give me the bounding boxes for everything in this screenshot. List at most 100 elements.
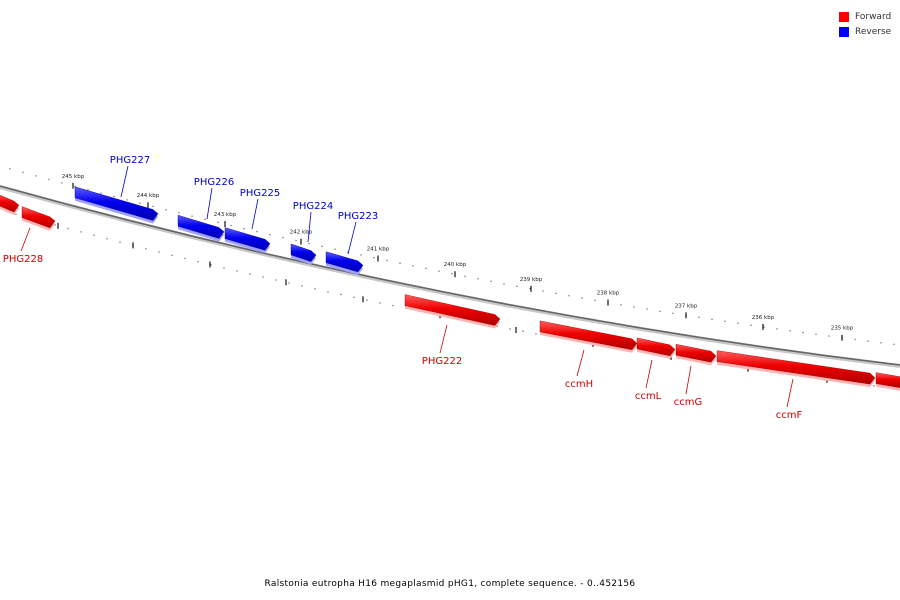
scale-tick-label: 245 kbp: [62, 174, 85, 180]
scale-tick-label: 236 kbp: [752, 315, 775, 321]
outer-dot: [334, 248, 336, 250]
legend-forward: Forward: [839, 9, 891, 24]
outer-dot: [503, 282, 505, 285]
outer-dot: [594, 299, 596, 301]
scale-tick-label: 238 kbp: [597, 291, 620, 297]
outer-dot: [165, 208, 167, 211]
gene-label: ccmF: [776, 410, 803, 421]
outer-dot: [490, 280, 492, 283]
inner-dot: [327, 290, 329, 293]
inner-dot: [171, 254, 173, 256]
scale-tick-label: 242 kbp: [290, 230, 313, 236]
inner-dot: [249, 273, 251, 275]
outer-dot: [750, 324, 752, 326]
outer-dot: [9, 168, 11, 170]
outer-dot: [789, 329, 791, 332]
gene-unlabeled[interactable]: [875, 372, 900, 388]
outer-dot: [828, 335, 830, 337]
inner-dot: [392, 304, 394, 307]
outer-dot: [724, 320, 726, 323]
outer-dot: [126, 199, 128, 201]
gene-label-leader: [347, 221, 357, 255]
scale-tick-label: 240 kbp: [444, 262, 467, 268]
gene-ccmg[interactable]: [675, 343, 717, 363]
outer-dot: [22, 171, 24, 174]
outer-dot: [204, 218, 206, 221]
outer-dot: [139, 202, 141, 204]
outer-dot: [100, 192, 102, 194]
gene-label-leader: [120, 165, 129, 198]
outer-dot: [763, 326, 765, 328]
inner-dot: [106, 237, 108, 240]
outer-dot: [555, 292, 557, 295]
outer-dot: [399, 262, 401, 264]
outer-dot: [516, 285, 518, 287]
outer-dot: [893, 343, 895, 346]
gene-phg228[interactable]: [0, 193, 20, 213]
outer-dot: [880, 341, 882, 344]
outer-dot: [87, 189, 89, 191]
scale-tick-label: 237 kbp: [675, 303, 698, 309]
inner-dot: [314, 288, 316, 290]
gene-features: [0, 186, 900, 391]
outer-dot: [191, 215, 193, 217]
outer-dot: [178, 212, 180, 214]
outer-dot: [373, 256, 375, 259]
scale-tick-label: 241 kbp: [367, 247, 390, 253]
gene-phg225[interactable]: [224, 227, 271, 251]
gene-ccmh[interactable]: [539, 320, 638, 351]
gene-label: PHG224: [293, 201, 333, 212]
forward-swatch: [839, 11, 849, 22]
outer-dot: [48, 178, 50, 181]
gene-label-leader: [439, 324, 448, 354]
outer-dot: [74, 185, 76, 188]
backbone-shadow: [0, 185, 900, 368]
outer-dot: [451, 272, 453, 275]
inner-dot: [236, 270, 238, 272]
gene-label-leader: [645, 359, 653, 389]
scale-ticks: 245 kbp 244 kbp 243 kbp 242 kbp 241 kbp 240 k…: [57, 174, 854, 383]
reverse-swatch: [839, 26, 849, 37]
outer-dot: [568, 294, 570, 297]
outer-dot: [152, 205, 154, 208]
outer-dot: [529, 287, 531, 290]
outer-dot: [464, 275, 466, 277]
inner-dot: [509, 328, 511, 330]
gene-phg222[interactable]: [404, 294, 501, 326]
gene-label: PHG227: [110, 155, 150, 166]
outer-dot: [711, 318, 713, 321]
backbone-line: [0, 185, 900, 366]
outer-dot: [269, 233, 271, 236]
scale-tick-label: 239 kbp: [520, 277, 543, 283]
outer-dot: [620, 303, 622, 306]
inner-dot: [145, 247, 147, 250]
outer-dot: [282, 236, 284, 239]
gene-label: ccmH: [565, 379, 593, 390]
inner-dot: [340, 293, 342, 296]
gene-ccmf[interactable]: [716, 350, 876, 385]
outer-dot: [230, 224, 232, 227]
gene-label-leader: [685, 365, 692, 395]
outer-dot: [776, 328, 778, 330]
legend-reverse-label: Reverse: [855, 26, 892, 37]
gene-phg227[interactable]: [74, 186, 159, 221]
outer-dot: [646, 308, 648, 310]
outer-dot: [113, 195, 115, 198]
outer-tick-dots: [9, 168, 895, 346]
gene-unlabeled[interactable]: [21, 206, 56, 229]
outer-dot: [35, 175, 37, 177]
inner-dot: [353, 296, 355, 299]
outer-dot: [256, 230, 258, 233]
gene-phg224[interactable]: [290, 243, 317, 262]
gene-ccml[interactable]: [636, 337, 676, 357]
outer-dot: [477, 278, 479, 280]
outer-dot: [321, 245, 323, 248]
gene-label: PHG225: [240, 188, 280, 199]
gene-phg223[interactable]: [325, 251, 364, 273]
legend-forward-label: Forward: [855, 11, 892, 22]
inner-dot: [67, 227, 69, 230]
inner-dot: [197, 260, 199, 263]
gene-phg226[interactable]: [177, 214, 225, 239]
outer-dot: [698, 316, 700, 319]
